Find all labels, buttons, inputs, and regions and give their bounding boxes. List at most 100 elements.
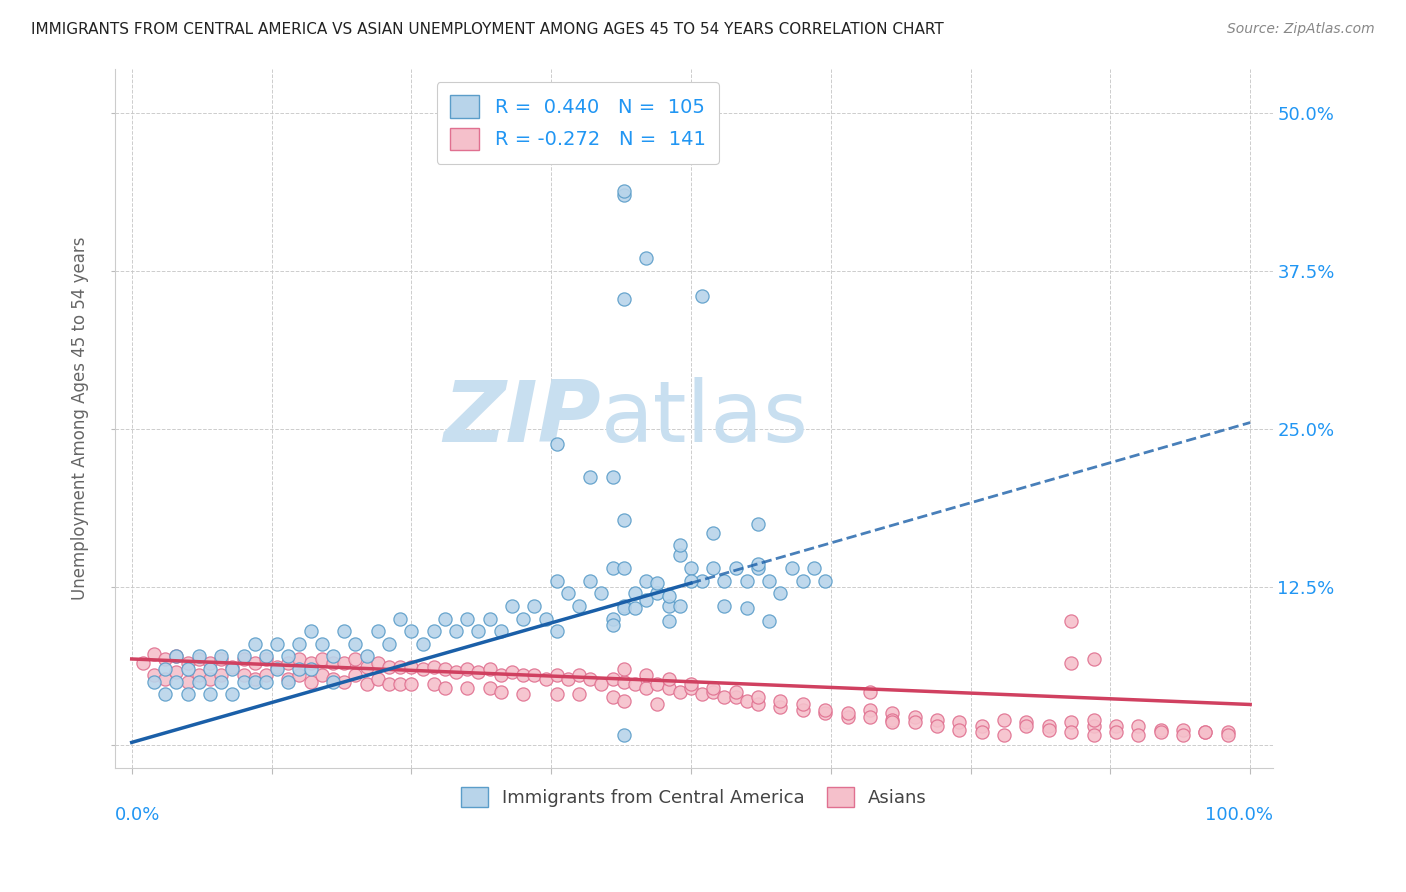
Point	[602, 672, 624, 686]
Point	[1083, 713, 1105, 727]
Point	[546, 574, 568, 588]
Point	[198, 656, 221, 670]
Point	[859, 702, 882, 716]
Point	[187, 652, 209, 666]
Point	[456, 662, 478, 676]
Point	[232, 649, 254, 664]
Point	[243, 656, 266, 670]
Point	[724, 561, 747, 575]
Point	[735, 574, 758, 588]
Point	[579, 470, 602, 484]
Point	[1060, 614, 1083, 628]
Point	[602, 617, 624, 632]
Point	[176, 674, 198, 689]
Point	[679, 681, 702, 695]
Point	[568, 668, 591, 682]
Point	[769, 700, 792, 714]
Point	[422, 677, 444, 691]
Point	[636, 574, 658, 588]
Point	[613, 662, 636, 676]
Point	[288, 637, 311, 651]
Text: ZIP: ZIP	[443, 376, 602, 459]
Point	[401, 659, 423, 673]
Point	[512, 668, 534, 682]
Point	[1060, 715, 1083, 730]
Text: Source: ZipAtlas.com: Source: ZipAtlas.com	[1227, 22, 1375, 37]
Text: atlas: atlas	[602, 376, 808, 459]
Point	[155, 687, 177, 701]
Point	[221, 687, 243, 701]
Point	[747, 557, 769, 571]
Point	[143, 668, 166, 682]
Point	[266, 637, 288, 651]
Point	[165, 665, 187, 679]
Point	[613, 292, 636, 306]
Point	[668, 599, 690, 613]
Point	[690, 687, 713, 701]
Point	[970, 719, 993, 733]
Point	[568, 599, 591, 613]
Point	[322, 674, 344, 689]
Point	[422, 659, 444, 673]
Point	[668, 549, 690, 563]
Point	[209, 668, 232, 682]
Point	[647, 677, 669, 691]
Point	[747, 516, 769, 531]
Point	[814, 574, 837, 588]
Point	[209, 674, 232, 689]
Point	[176, 656, 198, 670]
Point	[132, 656, 155, 670]
Point	[568, 687, 591, 701]
Point	[1038, 719, 1060, 733]
Point	[658, 681, 681, 695]
Point	[198, 672, 221, 686]
Point	[702, 561, 724, 575]
Point	[702, 681, 724, 695]
Point	[647, 586, 669, 600]
Point	[859, 685, 882, 699]
Point	[378, 659, 401, 673]
Point	[1194, 725, 1216, 739]
Point	[724, 690, 747, 704]
Point	[658, 589, 681, 603]
Point	[690, 289, 713, 303]
Point	[467, 624, 489, 639]
Point	[176, 662, 198, 676]
Point	[221, 659, 243, 673]
Point	[422, 624, 444, 639]
Point	[176, 687, 198, 701]
Point	[512, 687, 534, 701]
Point	[970, 725, 993, 739]
Point	[658, 672, 681, 686]
Point	[243, 672, 266, 686]
Point	[591, 586, 613, 600]
Point	[769, 586, 792, 600]
Point	[679, 561, 702, 575]
Point	[456, 611, 478, 625]
Point	[277, 656, 299, 670]
Point	[814, 702, 837, 716]
Point	[478, 681, 501, 695]
Point	[613, 601, 636, 615]
Point	[602, 470, 624, 484]
Point	[266, 662, 288, 676]
Point	[713, 599, 735, 613]
Point	[993, 728, 1015, 742]
Point	[602, 611, 624, 625]
Point	[948, 723, 970, 737]
Point	[925, 713, 948, 727]
Point	[636, 681, 658, 695]
Point	[254, 674, 277, 689]
Point	[356, 659, 378, 673]
Point	[882, 713, 904, 727]
Point	[389, 611, 412, 625]
Point	[1216, 728, 1239, 742]
Point	[735, 601, 758, 615]
Point	[322, 656, 344, 670]
Point	[389, 677, 412, 691]
Point	[356, 649, 378, 664]
Point	[702, 525, 724, 540]
Point	[444, 665, 467, 679]
Point	[534, 672, 557, 686]
Point	[501, 665, 523, 679]
